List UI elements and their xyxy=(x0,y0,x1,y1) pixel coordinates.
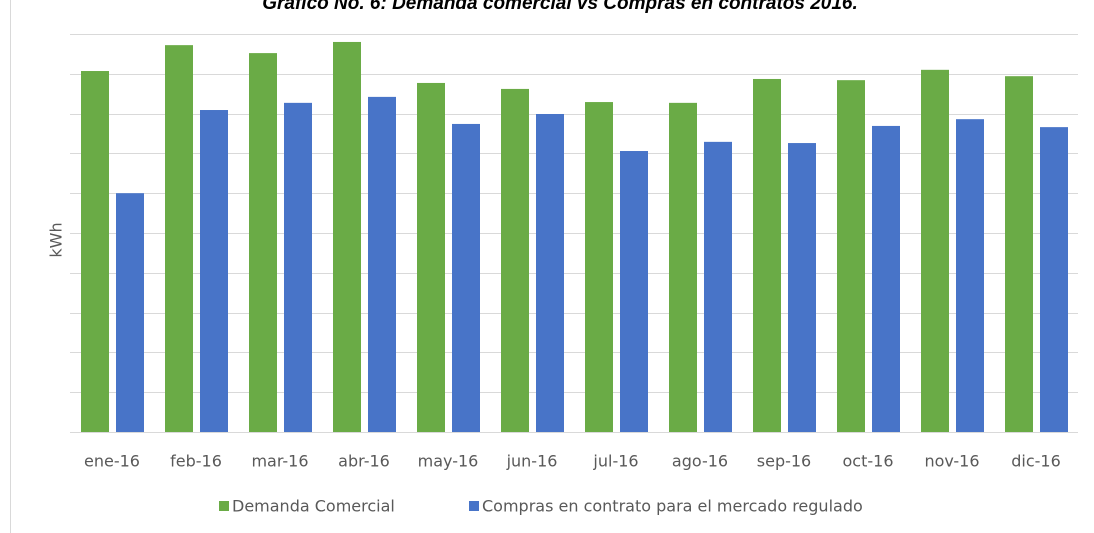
bar xyxy=(1040,127,1068,432)
bar xyxy=(165,45,193,432)
bar xyxy=(921,69,949,432)
bar xyxy=(81,71,109,432)
bar xyxy=(956,119,984,432)
bar xyxy=(872,125,900,433)
bar xyxy=(200,110,228,432)
x-tick-label: ago-16 xyxy=(672,452,728,471)
legend-label: Compras en contrato para el mercado regu… xyxy=(482,497,863,516)
bar xyxy=(249,53,277,432)
bar xyxy=(1005,76,1033,433)
bar xyxy=(116,193,144,432)
x-tick-label: sep-16 xyxy=(757,452,811,471)
bar xyxy=(753,78,781,432)
x-tick-label: oct-16 xyxy=(843,452,894,471)
x-tick-label: jun-16 xyxy=(506,452,558,471)
x-tick-label: dic-16 xyxy=(1011,452,1061,471)
chart-title: Gráfico No. 6: Demanda comercial vs Comp… xyxy=(262,0,858,14)
bar xyxy=(536,113,564,433)
bar xyxy=(368,96,396,432)
bar xyxy=(501,88,529,432)
legend-label: Demanda Comercial xyxy=(232,497,395,516)
bar xyxy=(452,123,480,432)
bar xyxy=(417,82,445,432)
bar xyxy=(620,151,648,432)
x-tick-label: nov-16 xyxy=(924,452,979,471)
bar xyxy=(333,41,361,433)
bar xyxy=(704,141,732,432)
x-tick-label: mar-16 xyxy=(251,452,308,471)
x-tick-label: abr-16 xyxy=(338,452,390,471)
legend-swatch xyxy=(219,501,229,511)
bar xyxy=(669,102,697,432)
legend-swatch xyxy=(469,501,479,511)
x-tick-label: may-16 xyxy=(418,452,479,471)
bar xyxy=(837,80,865,432)
bar xyxy=(585,102,613,433)
x-tick-label: feb-16 xyxy=(170,452,222,471)
y-axis-label: kWh xyxy=(47,222,66,257)
x-tick-label: ene-16 xyxy=(84,452,140,471)
x-tick-label: jul-16 xyxy=(592,452,638,471)
bar xyxy=(788,143,816,432)
bar xyxy=(284,102,312,432)
